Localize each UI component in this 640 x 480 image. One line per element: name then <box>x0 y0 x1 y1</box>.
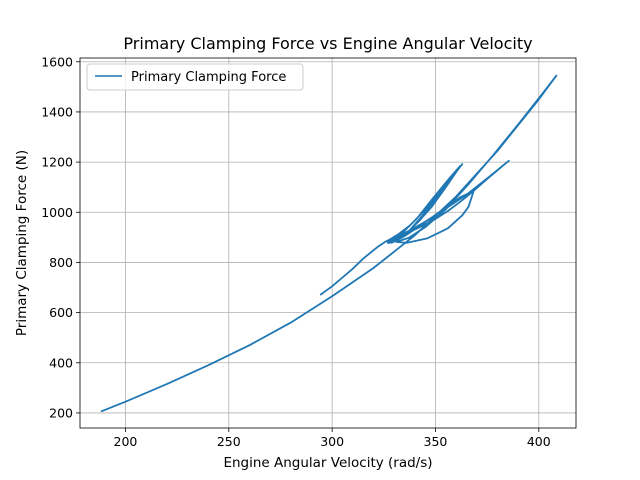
series-line-primary-clamping-force <box>100 74 558 413</box>
x-tick-label: 400 <box>527 434 551 449</box>
x-tick-label: 300 <box>320 434 344 449</box>
plot-frame <box>79 57 577 429</box>
y-tick-label: 1200 <box>41 155 73 170</box>
legend-label-primary-clamping-force: Primary Clamping Force <box>131 70 286 85</box>
y-axis-label: Primary Clamping Force (N) <box>14 150 30 336</box>
y-tick-label: 400 <box>49 355 73 370</box>
chart-title: Primary Clamping Force vs Engine Angular… <box>123 34 532 53</box>
x-tick-label: 200 <box>114 434 138 449</box>
legend-box <box>86 63 304 91</box>
ticks: 200 250 300 350 400 200 400 600 800 1000 1200 1400 1… <box>41 54 551 449</box>
y-tick-label: 600 <box>49 305 73 320</box>
grid <box>80 58 576 428</box>
series-layer <box>100 74 558 413</box>
y-tick-label: 1400 <box>41 104 73 119</box>
x-tick-label: 350 <box>424 434 448 449</box>
x-tick-label: 250 <box>217 434 241 449</box>
y-tick-label: 1000 <box>41 205 73 220</box>
y-tick-label: 200 <box>49 405 73 420</box>
y-tick-label: 800 <box>49 255 73 270</box>
y-tick-label: 1600 <box>41 54 73 69</box>
legend: Primary Clamping Force <box>86 63 304 91</box>
x-axis-label: Engine Angular Velocity (rad/s) <box>223 455 432 471</box>
